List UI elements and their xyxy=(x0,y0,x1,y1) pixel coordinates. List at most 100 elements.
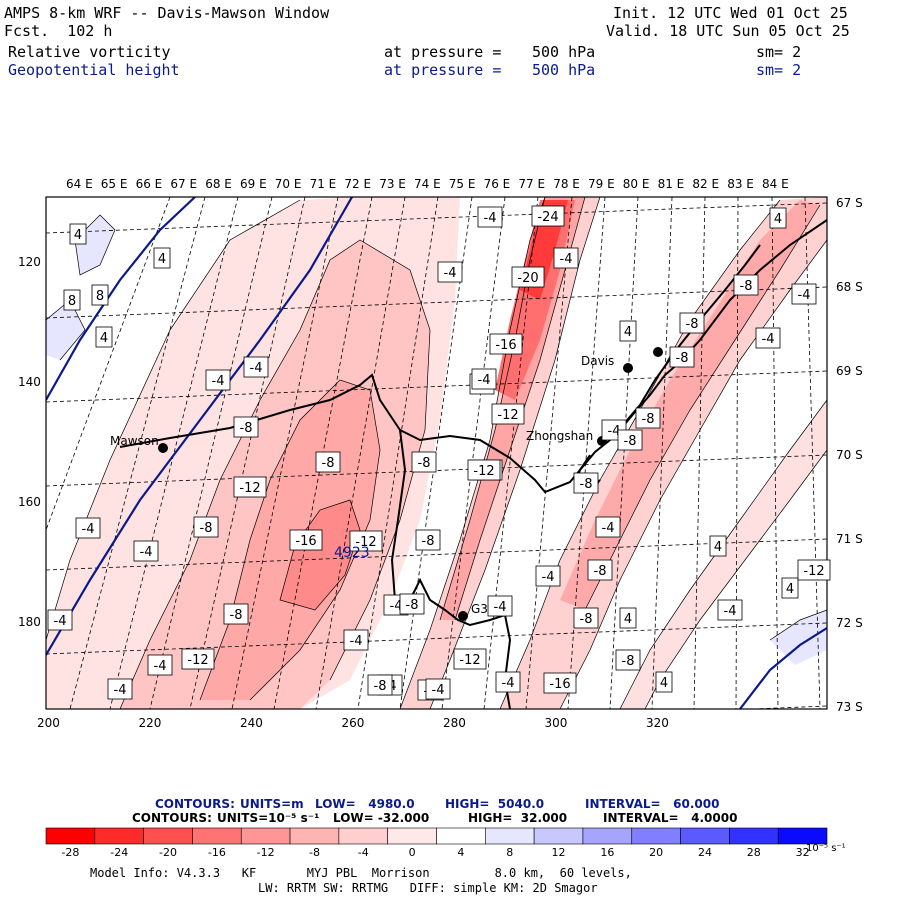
contours-label-1: CONTOURS: xyxy=(155,797,235,811)
station-marker-g3[interactable] xyxy=(458,611,468,621)
station-label-davis: Davis xyxy=(581,354,615,368)
longitude-label: 75 E xyxy=(448,177,476,191)
contour-label-box xyxy=(399,593,425,615)
contour-label-box xyxy=(655,671,673,693)
contour-label-box xyxy=(289,529,323,551)
contour-label: -4 xyxy=(502,676,515,691)
colorbar-swatch xyxy=(777,827,828,845)
station-marker-davis-2[interactable] xyxy=(653,347,663,357)
contour-label-box xyxy=(147,654,173,676)
contour-label: -4 xyxy=(212,374,225,389)
contour-label-box xyxy=(315,451,341,473)
x-grid-label: 220 xyxy=(138,716,162,730)
contour-label: -4 xyxy=(560,252,573,267)
contours-label-2: CONTOURS: xyxy=(132,811,212,825)
contour-label: -8 xyxy=(594,564,607,579)
longitude-label: 81 E xyxy=(657,177,685,191)
latitude-label: 73 S xyxy=(836,700,863,714)
contour-label-box xyxy=(587,559,613,581)
contour-label-box xyxy=(635,407,661,429)
contour-label: -4 xyxy=(350,634,363,649)
colorbar-swatch xyxy=(94,827,144,845)
longitude-label: 83 E xyxy=(727,177,754,191)
latitude-label: 72 S xyxy=(836,616,863,630)
valid-time: Valid. 18 UTC Sun 05 Oct 25 xyxy=(606,22,850,40)
colorbar-swatch xyxy=(631,827,681,845)
contour-label: -8 xyxy=(686,317,699,332)
x-grid-label: 240 xyxy=(240,716,263,730)
contour-label-box xyxy=(709,535,727,557)
contour-label-box xyxy=(75,517,101,539)
contour-label: -8 xyxy=(422,534,435,549)
contour-label: -20 xyxy=(517,271,538,286)
station-marker-mawson[interactable] xyxy=(158,443,168,453)
contour-label-box xyxy=(553,247,579,269)
contour-label: -4 xyxy=(608,424,621,439)
colorbar-tick-label: 24 xyxy=(697,846,712,859)
contour-label-box xyxy=(47,609,73,631)
contour-label: -12 xyxy=(459,653,480,668)
colorbar-tick-label: 12 xyxy=(551,846,566,859)
contour-label-box xyxy=(573,607,599,629)
forecast-hour: Fcst. 102 h xyxy=(4,22,113,40)
contour-label: -24 xyxy=(537,210,558,225)
contour-label-box xyxy=(535,565,561,587)
colorbar-swatch xyxy=(533,827,584,845)
latitude-label: 70 S xyxy=(836,448,863,462)
contour-label-box xyxy=(63,289,81,311)
contour-label: 4 xyxy=(624,325,632,340)
contour-label: -8 xyxy=(580,477,593,492)
colorbar-unit: 10⁻⁵ s⁻¹ xyxy=(806,843,846,854)
colorbar-tick-label: 16 xyxy=(600,846,615,859)
colorbar-tick-label: -20 xyxy=(159,846,178,859)
contour-label-box xyxy=(755,327,781,349)
contour-label: -4 xyxy=(82,522,95,537)
vorticity-contours xyxy=(46,197,827,709)
contour-label: -4 xyxy=(602,521,615,536)
colorbar-swatch xyxy=(680,827,730,845)
contour-label-box xyxy=(411,451,437,473)
contour-label: -4 xyxy=(114,683,127,698)
y-grid-label: 160 xyxy=(18,495,41,509)
contour-label-box xyxy=(797,559,831,581)
x-grid-label: 320 xyxy=(646,716,669,730)
map-frame xyxy=(45,196,828,710)
contour-label: -12 xyxy=(803,564,824,579)
colorbar-tick-label: -28 xyxy=(61,846,80,859)
contour-label: -4 xyxy=(432,683,445,698)
contour-label-box xyxy=(595,516,621,538)
colorbar-swatch xyxy=(436,827,486,845)
colorbar-tick-label: -24 xyxy=(110,846,129,859)
contour-label-box xyxy=(107,678,133,700)
contour-label-box xyxy=(619,607,637,629)
station-marker-davis[interactable] xyxy=(623,363,633,373)
contour-label-box xyxy=(243,356,269,378)
contour-label-box xyxy=(781,577,799,599)
contour-label-box xyxy=(669,346,695,368)
station-label-g3: G3 xyxy=(471,602,488,616)
colorbar-swatch xyxy=(729,827,779,845)
longitude-label: 76 E xyxy=(483,177,511,191)
latitude-label: 68 S xyxy=(836,280,863,294)
contour-label-box xyxy=(95,326,113,348)
contour-label-box xyxy=(223,603,249,625)
longitude-label: 84 E xyxy=(762,177,789,191)
contour-label-box xyxy=(511,266,545,288)
contour-label-box xyxy=(69,223,87,245)
contours-units-2: UNITS=10⁻⁵ s⁻¹ xyxy=(217,811,320,825)
contour-label: -8 xyxy=(624,434,637,449)
contour-label: 4 xyxy=(714,540,722,555)
contour-label-box xyxy=(495,671,521,693)
contour-label: -4 xyxy=(250,361,263,376)
latitude-label: 71 S xyxy=(836,532,863,546)
field2-name: Geopotential height xyxy=(8,61,180,79)
field2-level-value: 500 hPa xyxy=(532,61,596,79)
colorbar-tick-label: 8 xyxy=(506,846,514,859)
plot-title: AMPS 8-km WRF -- Davis-Mawson Window xyxy=(4,4,330,22)
geopotential-height-contours xyxy=(46,197,827,709)
station-label-mawson: Mawson xyxy=(110,434,159,448)
contour-label-box xyxy=(471,368,497,390)
contour-label: -4 xyxy=(390,599,403,614)
contour-label: 4 xyxy=(624,612,632,627)
longitude-label: 72 E xyxy=(344,177,372,191)
